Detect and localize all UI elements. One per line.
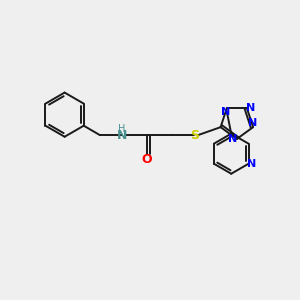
Text: N: N (248, 118, 258, 128)
Text: S: S (190, 129, 199, 142)
Text: O: O (142, 153, 152, 166)
Text: N: N (221, 106, 230, 117)
Text: H: H (118, 124, 126, 134)
Text: N: N (117, 129, 127, 142)
Text: N: N (247, 159, 256, 169)
Text: N: N (246, 103, 255, 113)
Text: N: N (228, 134, 238, 144)
